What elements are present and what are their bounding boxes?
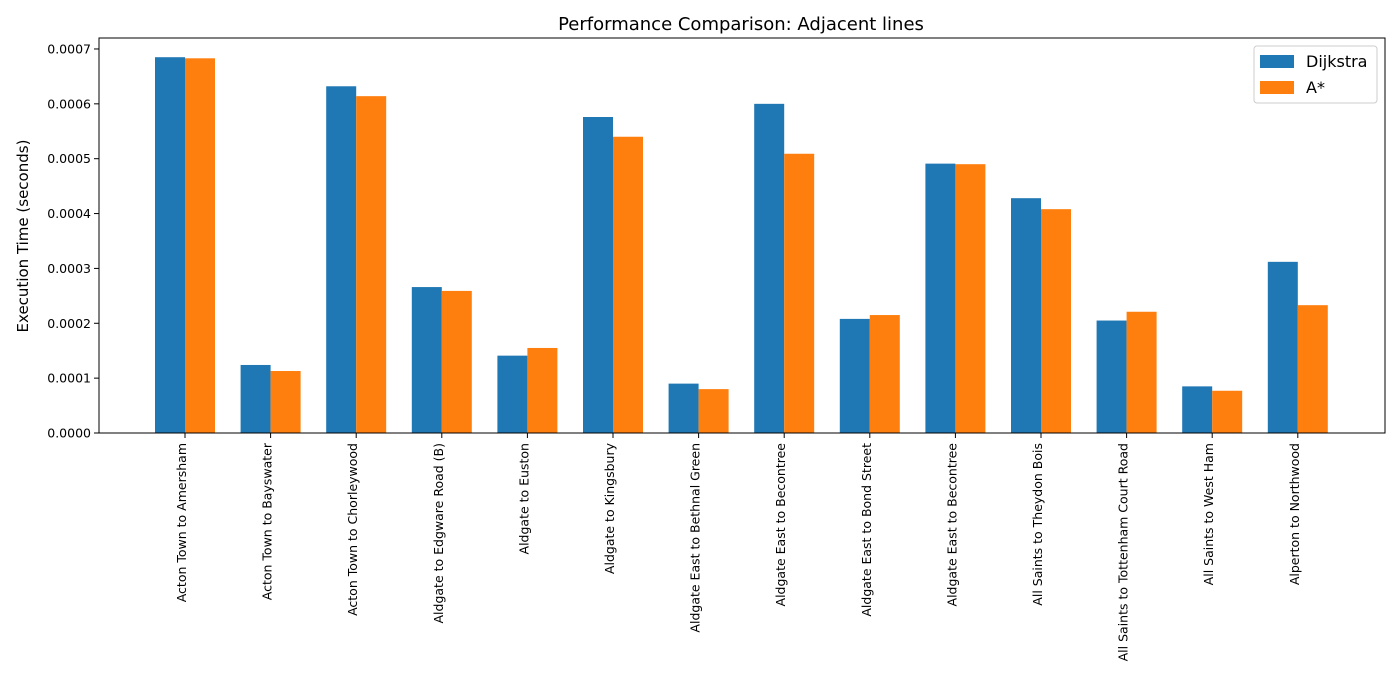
bar-dijkstra-0 <box>155 57 185 434</box>
y-tick-label: 0.0001 <box>47 371 91 386</box>
y-tick-label: 0.0003 <box>47 261 91 276</box>
bar-astar-10 <box>1041 209 1071 433</box>
y-tick-label: 0.0005 <box>47 151 91 166</box>
bar-dijkstra-9 <box>925 163 956 433</box>
x-tick-label: All Saints to Theydon Bois <box>1030 443 1045 606</box>
legend: Dijkstra A* <box>1253 45 1378 104</box>
bar-astar-11 <box>1126 311 1157 433</box>
y-axis-label: Execution Time (seconds) <box>14 140 32 333</box>
bar-dijkstra-12 <box>1182 386 1213 433</box>
bar-dijkstra-1 <box>240 364 271 433</box>
bar-dijkstra-8 <box>839 318 870 433</box>
x-tick-label: Alperton to Northwood <box>1287 443 1302 585</box>
legend-swatch-astar <box>1260 81 1294 94</box>
bar-astar-4 <box>527 347 558 433</box>
bar-dijkstra-2 <box>326 86 357 434</box>
x-tick-label: Aldgate East to Bond Street <box>859 443 874 617</box>
chart-title: Performance Comparison: Adjacent lines <box>558 14 924 35</box>
legend-swatch-dijkstra <box>1260 55 1294 68</box>
y-tick-label: 0.0006 <box>47 96 91 111</box>
y-tick-label: 0.0007 <box>47 41 91 56</box>
x-ticks-group: Acton Town to Amersham Acton Town to Bays… <box>174 433 1302 661</box>
bar-astar-1 <box>270 371 301 433</box>
bar-dijkstra-13 <box>1267 261 1298 433</box>
bar-astar-12 <box>1212 390 1243 433</box>
y-ticks-group: 0.0000 0.0001 0.0002 0.0003 0.0004 0.0005 0.00… <box>47 41 99 441</box>
y-tick-label: 0.0002 <box>47 316 91 331</box>
bar-dijkstra-4 <box>497 355 528 433</box>
bar-dijkstra-3 <box>411 287 442 433</box>
y-tick-label: 0.0004 <box>47 206 91 221</box>
bar-dijkstra-6 <box>668 383 699 433</box>
legend-label-astar: A* <box>1306 78 1325 97</box>
bar-dijkstra-5 <box>583 117 613 433</box>
x-tick-label: Acton Town to Chorleywood <box>345 443 360 616</box>
legend-label-dijkstra: Dijkstra <box>1306 52 1367 71</box>
x-tick-label: Aldgate East to Becontree <box>944 443 959 607</box>
plot-frame <box>98 37 1386 434</box>
bar-astar-3 <box>441 290 472 433</box>
bars-group <box>155 57 1328 434</box>
x-tick-label: Acton Town to Bayswater <box>260 442 275 600</box>
bar-dijkstra-10 <box>1011 198 1041 433</box>
bar-astar-8 <box>869 315 900 433</box>
x-tick-label: Acton Town to Amersham <box>174 443 189 602</box>
bar-astar-13 <box>1297 305 1328 433</box>
x-tick-label: Aldgate East to Bethnal Green <box>688 443 703 633</box>
bar-astar-5 <box>613 136 643 433</box>
x-tick-label: All Saints to West Ham <box>1201 443 1216 585</box>
x-tick-label: Aldgate to Kingsbury <box>602 442 617 574</box>
bar-astar-6 <box>698 389 729 433</box>
x-tick-label: Aldgate to Euston <box>516 443 531 554</box>
bar-astar-0 <box>185 58 215 433</box>
x-tick-label: All Saints to Tottenham Court Road <box>1116 443 1131 661</box>
bar-dijkstra-11 <box>1096 320 1127 433</box>
x-tick-label: Aldgate to Edgware Road (B) <box>431 443 446 624</box>
y-tick-label: 0.0000 <box>47 426 91 441</box>
bar-astar-2 <box>356 96 387 434</box>
bar-dijkstra-7 <box>754 103 785 433</box>
x-tick-label: Aldgate East to Becontree <box>773 443 788 607</box>
bar-astar-7 <box>784 153 815 433</box>
bar-astar-9 <box>955 164 986 434</box>
